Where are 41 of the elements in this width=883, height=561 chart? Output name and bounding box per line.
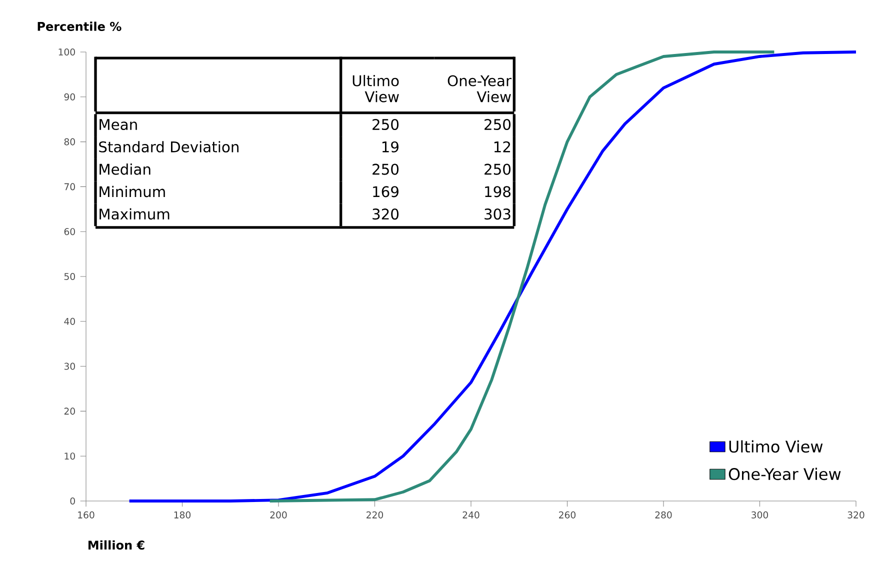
annotation: Standard Deviation <box>99 141 238 152</box>
y-tick-label: 10 <box>64 452 75 460</box>
y-tick-label: 20 <box>64 408 75 415</box>
x-tick-label: 260 <box>559 511 576 518</box>
annotation: 250 <box>372 164 399 175</box>
x-tick-label: 180 <box>174 511 191 518</box>
annotation: 250 <box>484 118 511 130</box>
x-axis-title: Million € <box>88 540 144 550</box>
annotation: Ultimo View <box>352 74 399 102</box>
annotation: One-Year View <box>448 75 512 102</box>
annotation: 303 <box>484 208 510 220</box>
x-tick-label: 300 <box>752 511 768 518</box>
y-tick-label: 80 <box>64 138 75 146</box>
y-tick-label: 60 <box>64 228 75 236</box>
y-tick-label: 40 <box>64 318 75 325</box>
legend-label: One-Year View <box>728 468 841 480</box>
annotation: 250 <box>372 118 399 130</box>
y-tick-label: 30 <box>64 362 75 370</box>
x-tick-label: 320 <box>848 511 864 518</box>
annotation: Maximum <box>100 208 170 220</box>
x-tick-label: 200 <box>270 511 287 518</box>
annotation: Minimum <box>100 186 165 198</box>
y-axis-title: Percentile % <box>38 22 122 31</box>
annotation: 320 <box>372 208 399 220</box>
annotation: 12 <box>494 141 510 152</box>
y-tick-label: 100 <box>58 48 75 56</box>
annotation: 169 <box>373 186 398 198</box>
legend-label: Ultimo View <box>729 440 823 453</box>
annotation: 250 <box>484 164 511 175</box>
y-tick-label: 50 <box>64 272 75 280</box>
x-tick-label: 280 <box>655 511 672 518</box>
annotation: 19 <box>382 141 398 152</box>
x-tick-label: 220 <box>366 511 384 518</box>
y-tick-label: 0 <box>70 497 75 505</box>
annotation: 198 <box>485 186 510 198</box>
annotation: Median <box>100 163 150 175</box>
y-tick-label: 90 <box>64 93 75 100</box>
x-tick-label: 240 <box>462 511 480 518</box>
y-tick-label: 70 <box>64 183 75 190</box>
x-tick-label: 160 <box>78 511 94 518</box>
annotation: Mean <box>100 119 137 130</box>
